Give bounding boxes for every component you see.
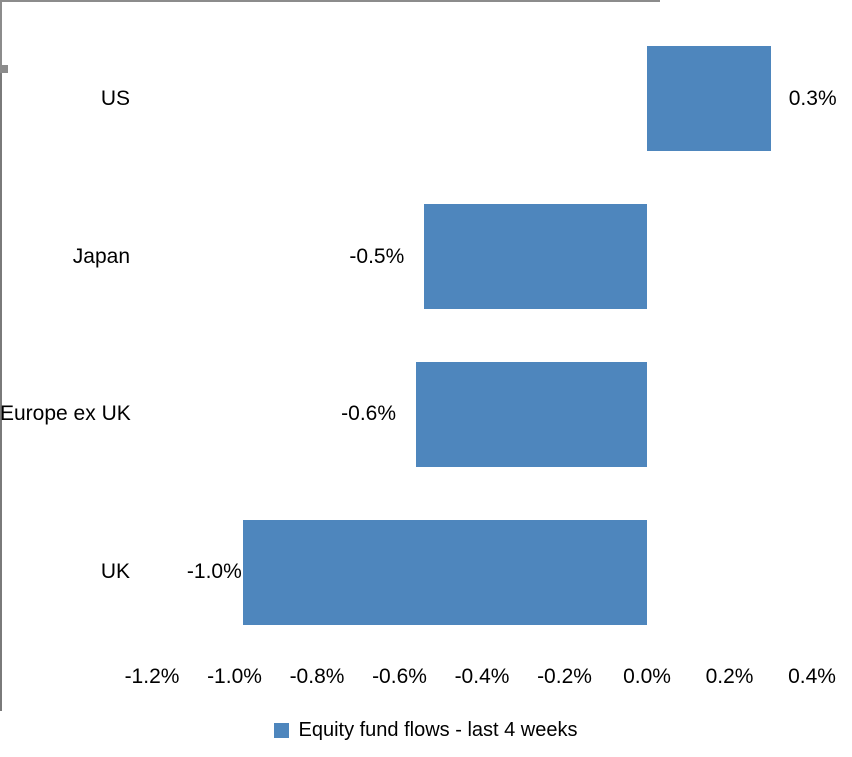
zero-axis-line	[0, 73, 2, 711]
x-axis-tick-label: -0.6%	[372, 665, 427, 688]
x-axis-tick	[0, 44, 2, 51]
category-label-japan: Japan	[72, 244, 130, 268]
y-axis-tick	[0, 65, 8, 67]
value-label-europe-ex-uk: -0.6%	[341, 402, 396, 426]
value-label-japan: -0.5%	[349, 244, 405, 268]
value-label-us: 0.3%	[788, 86, 837, 110]
category-label-uk: UK	[100, 560, 130, 584]
y-axis-tick	[0, 67, 8, 69]
x-axis-tick	[0, 23, 2, 30]
x-axis-tick	[0, 51, 2, 58]
x-axis-tick-label: 0.4%	[788, 665, 836, 688]
bar-europe-ex-uk	[416, 361, 647, 467]
x-axis-tick-label: 0.0%	[623, 665, 671, 688]
x-axis-tick-label: -0.8%	[289, 665, 345, 688]
bar-japan	[424, 204, 647, 310]
x-axis-tick	[0, 2, 2, 9]
x-axis-tick-label: -0.2%	[537, 665, 592, 688]
bar-us	[647, 46, 771, 152]
x-axis-tick-label: 0.2%	[705, 665, 754, 688]
category-label-us: US	[100, 86, 130, 110]
y-axis-tick	[0, 71, 8, 73]
x-axis-tick	[0, 37, 2, 44]
x-axis-tick	[0, 9, 2, 16]
x-axis-tick-label: -0.4%	[454, 665, 510, 688]
category-label-europe-ex-uk: Europe ex UK	[0, 402, 131, 426]
x-axis-tick	[0, 16, 2, 23]
legend-swatch-icon	[274, 723, 290, 738]
x-axis-tick-label: -1.0%	[207, 665, 262, 688]
x-axis-tick-label: -1.2%	[124, 665, 180, 688]
value-label-uk: -1.0%	[186, 560, 242, 584]
bar-uk	[242, 519, 647, 625]
x-axis-line	[0, 0, 660, 2]
x-axis-tick	[0, 30, 2, 37]
x-axis-tick	[0, 58, 2, 65]
legend: Equity fund flows - last 4 weeks	[0, 719, 852, 742]
y-axis-tick	[0, 69, 8, 71]
legend-label: Equity fund flows - last 4 weeks	[298, 719, 578, 741]
